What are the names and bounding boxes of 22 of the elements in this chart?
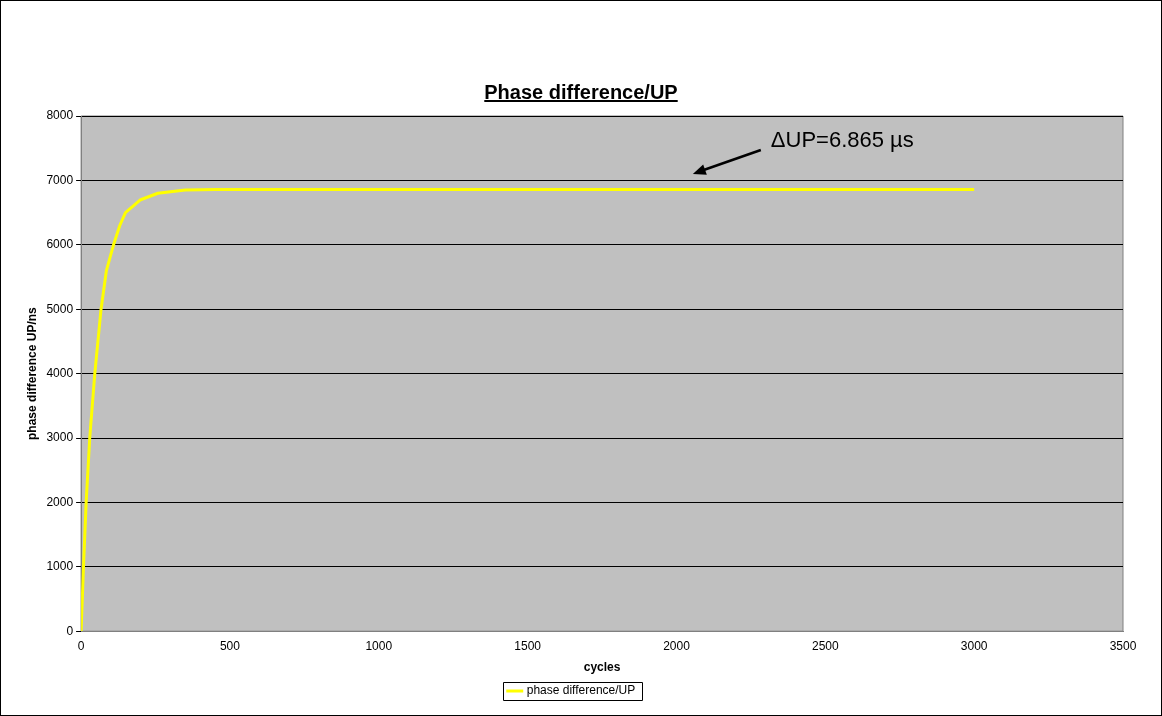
x-tick-label: 1000: [365, 638, 393, 653]
y-tick-label: 7000: [46, 172, 74, 187]
x-tick-label: 3500: [1109, 638, 1137, 653]
y-tick-label: 8000: [46, 108, 74, 123]
annotation: ΔUP=6.865 µs: [770, 127, 914, 153]
x-tick-label: 3000: [960, 638, 988, 653]
y-tick-label: 3000: [46, 430, 74, 445]
legend-label: phase difference/UP: [526, 683, 636, 698]
x-axis-title: cycles: [583, 660, 621, 675]
chart-title: Phase difference/UP: [483, 81, 679, 104]
x-tick-label: 2000: [663, 638, 691, 653]
x-tick-label: 500: [219, 638, 241, 653]
y-tick-label: 2000: [46, 494, 74, 509]
y-tick-label: 6000: [46, 237, 74, 252]
x-tick-label: 0: [77, 638, 85, 653]
x-tick-label: 1500: [514, 638, 542, 653]
y-tick-label: 4000: [46, 365, 74, 380]
y-axis-title: phase difference UP/ns: [24, 306, 39, 440]
x-tick-label: 2500: [811, 638, 839, 653]
y-tick-label: 5000: [46, 301, 74, 316]
y-tick-label: 0: [66, 623, 74, 638]
y-tick-label: 1000: [46, 559, 74, 574]
